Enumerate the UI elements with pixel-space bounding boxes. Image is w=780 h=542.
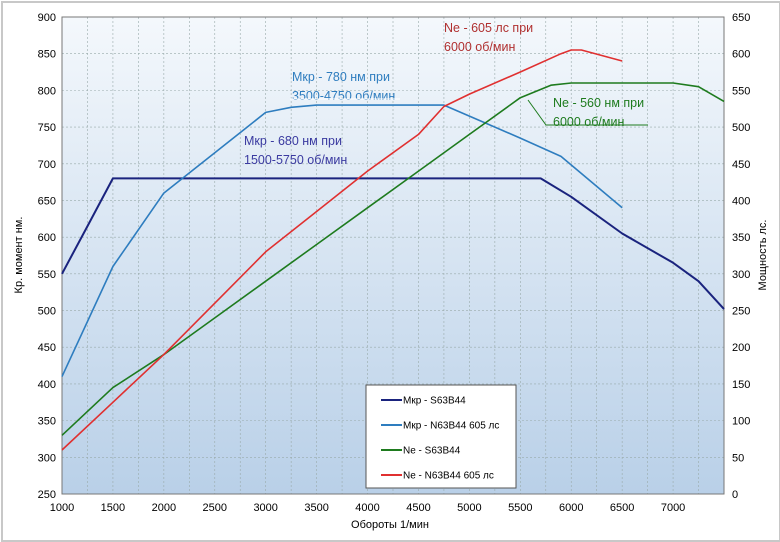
legend-label: Ne - N63B44 605 лс xyxy=(403,471,494,482)
y-tick-label: 600 xyxy=(38,232,56,244)
annotation-line2: 6000 об/мин xyxy=(444,40,515,54)
y-tick-label: 250 xyxy=(38,489,56,501)
series-line-0 xyxy=(61,177,725,310)
y-tick-label: 700 xyxy=(38,159,56,171)
annotation-line1: Мкр - 780 нм при xyxy=(292,70,390,84)
y2-tick-label: 100 xyxy=(732,416,750,428)
plot-border xyxy=(61,16,725,495)
annotation-line1: Ne - 605 лс при xyxy=(444,21,533,35)
series-line-3 xyxy=(61,49,623,451)
x-tick-label: 6500 xyxy=(610,502,634,514)
x-tick-label: 4500 xyxy=(406,502,430,514)
legend-label: Ne - S63B44 xyxy=(403,446,461,457)
x-tick-label: 2000 xyxy=(152,502,176,514)
series-line-2 xyxy=(61,82,725,436)
x-tick-label: 5500 xyxy=(508,502,532,514)
y2-tick-label: 300 xyxy=(732,269,750,281)
y2-axis-label: Мощность лс. xyxy=(757,220,769,291)
legend-label: Мкр - S63B44 xyxy=(403,396,466,407)
y-tick-label: 300 xyxy=(38,452,56,464)
y-axis-label: Кр. момент нм. xyxy=(13,217,25,294)
annotation-line1: Мкр - 680 нм при xyxy=(244,134,342,148)
y2-tick-label: 550 xyxy=(732,85,750,97)
x-tick-label: 7000 xyxy=(661,502,685,514)
y2-tick-label: 450 xyxy=(732,159,750,171)
annotation-line1: Ne - 560 нм при xyxy=(553,96,644,110)
y2-tick-label: 250 xyxy=(732,306,750,318)
series-line-1 xyxy=(61,104,623,377)
annotation-line2: 3500-4750 об/мин xyxy=(292,89,395,103)
x-tick-label: 5000 xyxy=(457,502,481,514)
x-tick-label: 4000 xyxy=(355,502,379,514)
annotation-line2: 6000 об/мин xyxy=(553,115,624,129)
x-tick-label: 1500 xyxy=(101,502,125,514)
x-axis-label: Обороты 1/мин xyxy=(351,519,429,531)
y2-tick-label: 200 xyxy=(732,342,750,354)
y-tick-label: 800 xyxy=(38,85,56,97)
y-tick-label: 350 xyxy=(38,416,56,428)
y-tick-label: 650 xyxy=(38,195,56,207)
x-tick-label: 1000 xyxy=(50,502,74,514)
y2-tick-label: 150 xyxy=(732,379,750,391)
y-tick-label: 900 xyxy=(38,12,56,24)
y2-tick-label: 400 xyxy=(732,195,750,207)
y2-tick-label: 500 xyxy=(732,122,750,134)
y2-tick-label: 350 xyxy=(732,232,750,244)
y-tick-label: 500 xyxy=(38,306,56,318)
annotation-line2: 1500-5750 об/мин xyxy=(244,153,347,167)
x-tick-label: 2500 xyxy=(203,502,227,514)
y2-tick-label: 50 xyxy=(732,452,744,464)
legend-box xyxy=(365,384,517,489)
y-tick-label: 400 xyxy=(38,379,56,391)
y-tick-label: 450 xyxy=(38,342,56,354)
y-tick-label: 750 xyxy=(38,122,56,134)
y2-tick-label: 0 xyxy=(732,489,738,501)
x-tick-label: 3500 xyxy=(304,502,328,514)
y2-tick-label: 600 xyxy=(732,49,750,61)
legend-label: Мкр - N63B44 605 лс xyxy=(403,421,499,432)
y-tick-label: 850 xyxy=(38,49,56,61)
annotation-leader xyxy=(527,99,648,126)
y-tick-label: 550 xyxy=(38,269,56,281)
x-tick-label: 3000 xyxy=(253,502,277,514)
x-tick-label: 6000 xyxy=(559,502,583,514)
y2-tick-label: 650 xyxy=(732,12,750,24)
